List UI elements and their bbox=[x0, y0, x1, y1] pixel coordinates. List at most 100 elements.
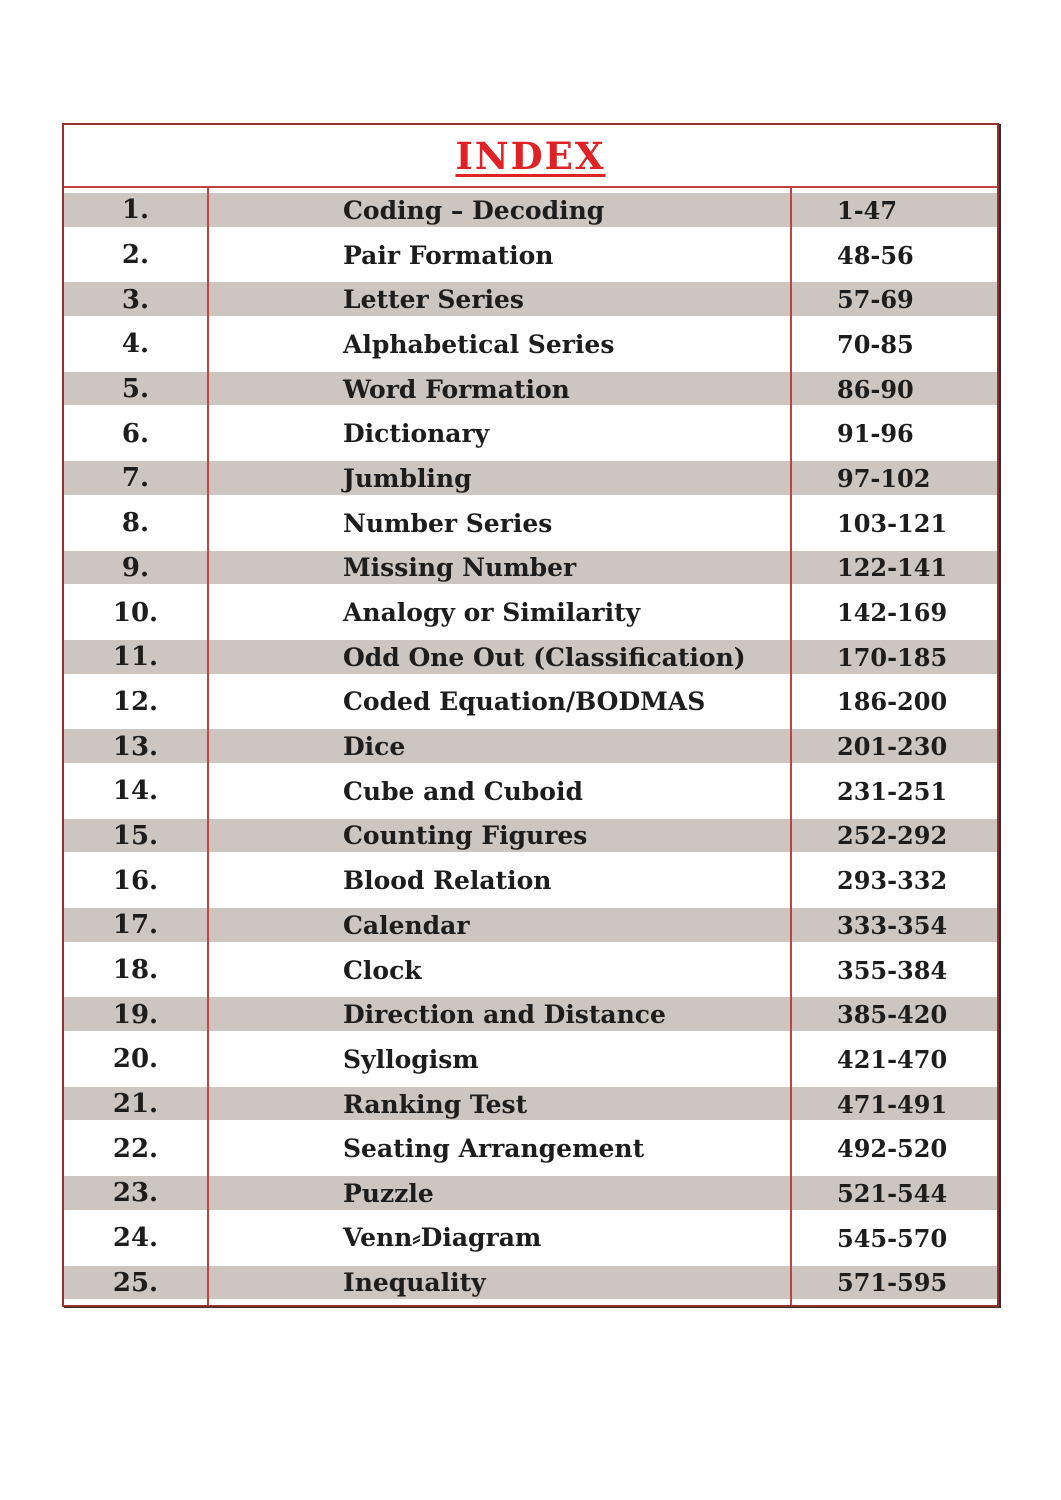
page-range-cell: 231-251 bbox=[790, 768, 997, 814]
topic-label-cell: Odd One Out (Classification) bbox=[207, 634, 790, 680]
table-row: 19. Direction and Distance 385-420 bbox=[64, 992, 997, 1038]
topic-label-cell: Blood Relation bbox=[207, 858, 790, 903]
topic-label-cell: Clock bbox=[207, 947, 790, 993]
page-range-cell: 57-69 bbox=[790, 277, 997, 323]
topic-label-cell: Calendar bbox=[207, 903, 790, 948]
table-row: 18. Clock 355-384 bbox=[64, 947, 997, 993]
table-row: 2. Pair Formation 48-56 bbox=[64, 232, 997, 278]
row-number-cell: 10. bbox=[112, 597, 159, 628]
row-number-cell: 25. bbox=[112, 1267, 159, 1298]
topic-label-cell: Jumbling bbox=[207, 456, 790, 501]
table-row: 9. Missing Number 122-141 bbox=[64, 545, 997, 591]
topic-label-cell: Syllogism bbox=[207, 1037, 790, 1082]
page-range-cell: 492-520 bbox=[790, 1126, 997, 1172]
row-number-cell: 19. bbox=[112, 999, 159, 1030]
table-row: 11. Odd One Out (Classification) 170-185 bbox=[64, 634, 997, 680]
page-range-cell: 122-141 bbox=[790, 545, 997, 591]
row-number-cell: 20. bbox=[112, 1044, 159, 1075]
table-row: 16. Blood Relation 293-332 bbox=[64, 858, 997, 903]
page-range-cell: 521-544 bbox=[790, 1171, 997, 1216]
topic-label-cell: Dice bbox=[207, 724, 790, 769]
table-row: 23. Puzzle 521-544 bbox=[64, 1171, 997, 1216]
row-number-cell: 12. bbox=[112, 686, 159, 717]
row-number-cell: 23. bbox=[112, 1178, 159, 1209]
table-row: 10. Analogy or Similarity 142-169 bbox=[64, 590, 997, 635]
topic-label-cell: Analogy or Similarity bbox=[207, 590, 790, 635]
table-row: 1. Coding – Decoding 1-47 bbox=[64, 188, 997, 233]
index-rows: 1. Coding – Decoding 1-47 2. Pair Formation 4… bbox=[64, 188, 997, 1306]
table-row: 21. Ranking Test 471-491 bbox=[64, 1081, 997, 1127]
row-number-cell: 1. bbox=[121, 195, 150, 226]
topic-label-cell: Cube and Cuboid bbox=[207, 768, 790, 814]
page-range-cell: 333-354 bbox=[790, 903, 997, 948]
row-number-cell: 2. bbox=[121, 240, 150, 271]
page-range-cell: 545-570 bbox=[790, 1215, 997, 1261]
page-range-cell: 97-102 bbox=[790, 456, 997, 501]
table-row: 3. Letter Series 57-69 bbox=[64, 277, 997, 323]
title-band: INDEX bbox=[64, 125, 997, 188]
row-number-cell: 5. bbox=[121, 374, 150, 405]
row-number-cell: 6. bbox=[121, 418, 150, 449]
table-row: 25. Inequality 571-595 bbox=[64, 1260, 997, 1306]
page-range-cell: 571-595 bbox=[790, 1260, 997, 1306]
table-row: 4. Alphabetical Series 70-85 bbox=[64, 322, 997, 367]
index-table: INDEX 1. Coding – Decoding 1-47 2. Pair Form… bbox=[62, 123, 999, 1307]
page-range-cell: 201-230 bbox=[790, 724, 997, 769]
page-range-cell: 1-47 bbox=[790, 188, 997, 233]
row-number-cell: 17. bbox=[112, 910, 159, 941]
row-number-cell: 16. bbox=[112, 865, 159, 896]
topic-label-cell: Direction and Distance bbox=[207, 992, 790, 1038]
row-number-cell: 11. bbox=[112, 642, 159, 673]
table-row: 13. Dice 201-230 bbox=[64, 724, 997, 769]
page-title: INDEX bbox=[455, 133, 606, 178]
row-number-cell: 15. bbox=[112, 820, 159, 851]
row-number-cell: 4. bbox=[121, 329, 150, 360]
page-range-cell: 103-121 bbox=[790, 500, 997, 546]
row-number-cell: 24. bbox=[112, 1223, 159, 1254]
page-range-cell: 48-56 bbox=[790, 232, 997, 278]
page-range-cell: 70-85 bbox=[790, 322, 997, 367]
table-row: 5. Word Formation 86-90 bbox=[64, 366, 997, 412]
page-range-cell: 186-200 bbox=[790, 679, 997, 725]
row-number-cell: 3. bbox=[121, 284, 150, 315]
topic-label-cell: Coding – Decoding bbox=[207, 188, 790, 233]
table-row: 24. Venn⸗Diagram 545-570 bbox=[64, 1215, 997, 1261]
page-range-cell: 252-292 bbox=[790, 813, 997, 859]
row-number-cell: 9. bbox=[121, 552, 150, 583]
table-row: 6. Dictionary 91-96 bbox=[64, 411, 997, 457]
topic-label-cell: Pair Formation bbox=[207, 232, 790, 278]
table-row: 8. Number Series 103-121 bbox=[64, 500, 997, 546]
table-row: 15. Counting Figures 252-292 bbox=[64, 813, 997, 859]
table-row: 12. Coded Equation/BODMAS 186-200 bbox=[64, 679, 997, 725]
topic-label-cell: Seating Arrangement bbox=[207, 1126, 790, 1172]
topic-label-cell: Coded Equation/BODMAS bbox=[207, 679, 790, 725]
page-range-cell: 471-491 bbox=[790, 1081, 997, 1127]
row-number-cell: 7. bbox=[121, 463, 150, 494]
page-range-cell: 421-470 bbox=[790, 1037, 997, 1082]
topic-label-cell: Puzzle bbox=[207, 1171, 790, 1216]
topic-label-cell: Counting Figures bbox=[207, 813, 790, 859]
topic-label-cell: Alphabetical Series bbox=[207, 322, 790, 367]
row-number-cell: 22. bbox=[112, 1133, 159, 1164]
page-range-cell: 293-332 bbox=[790, 858, 997, 903]
table-row: 22. Seating Arrangement 492-520 bbox=[64, 1126, 997, 1172]
page-range-cell: 385-420 bbox=[790, 992, 997, 1038]
table-row: 17. Calendar 333-354 bbox=[64, 903, 997, 948]
topic-label-cell: Missing Number bbox=[207, 545, 790, 591]
row-number-cell: 21. bbox=[112, 1089, 159, 1120]
table-row: 7. Jumbling 97-102 bbox=[64, 456, 997, 501]
topic-label-cell: Venn⸗Diagram bbox=[207, 1215, 790, 1261]
page-range-cell: 170-185 bbox=[790, 634, 997, 680]
topic-label-cell: Ranking Test bbox=[207, 1081, 790, 1127]
topic-label-cell: Word Formation bbox=[207, 366, 790, 412]
page-range-cell: 86-90 bbox=[790, 366, 997, 412]
row-number-cell: 18. bbox=[112, 955, 159, 986]
page-range-cell: 91-96 bbox=[790, 411, 997, 457]
row-number-cell: 8. bbox=[121, 508, 150, 539]
table-row: 20. Syllogism 421-470 bbox=[64, 1037, 997, 1082]
page-range-cell: 142-169 bbox=[790, 590, 997, 635]
table-row: 14. Cube and Cuboid 231-251 bbox=[64, 768, 997, 814]
row-number-cell: 14. bbox=[112, 776, 159, 807]
row-number-cell: 13. bbox=[112, 731, 159, 762]
